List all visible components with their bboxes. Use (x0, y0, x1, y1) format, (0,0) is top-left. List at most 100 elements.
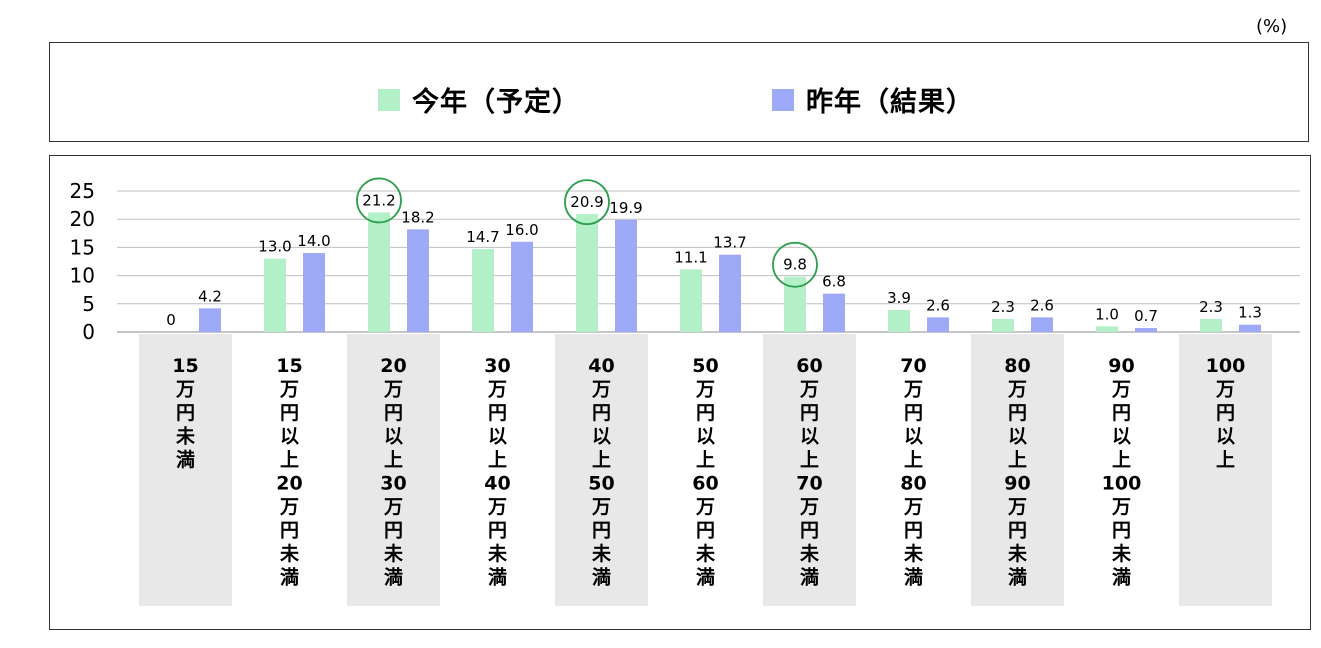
legend-swatch-last-year (772, 88, 794, 111)
category-label: 円 (384, 520, 403, 542)
legend-swatch-this-year (378, 88, 400, 111)
category-label: 円 (488, 402, 507, 424)
data-label: 2.3 (1199, 298, 1223, 316)
category-label: 以 (1112, 426, 1131, 448)
data-label: 0.7 (1134, 307, 1158, 325)
data-label: 18.2 (401, 208, 434, 226)
legend-item-last-year: 昨年（結果） (772, 80, 974, 119)
chart-area: 0 5 10 15 20 25 0 13.0 21.2 14.7 20.9 11.1 9.8 3.9 2.3… (49, 155, 1311, 630)
data-label: 2.6 (926, 296, 950, 314)
bar-last-year (199, 308, 221, 332)
category-label: 未 (279, 542, 299, 565)
data-label: 2.3 (991, 298, 1015, 316)
category-label: 円 (696, 520, 715, 542)
category-label: 20 (380, 355, 406, 377)
category-label: 万 (903, 379, 923, 401)
category-label: 30 (484, 355, 510, 377)
category-label: 90 (1004, 473, 1030, 495)
category-label: 50 (588, 473, 614, 495)
category-label: 円 (592, 520, 611, 542)
category-label: 円 (1008, 402, 1027, 424)
category-band (555, 334, 648, 606)
category-label: 50 (692, 355, 718, 377)
bar-last-year (1135, 328, 1157, 332)
bar-last-year (1239, 324, 1261, 332)
category-label: 40 (588, 355, 614, 377)
category-label: 円 (280, 402, 299, 424)
data-label: 14.7 (466, 228, 499, 246)
category-label: 以 (592, 426, 611, 448)
bar-last-year (303, 253, 325, 332)
category-label: 満 (800, 567, 819, 589)
category-label: 上 (1216, 449, 1235, 471)
category-label: 万 (591, 496, 611, 518)
legend-label-this-year: 今年（予定） (412, 87, 580, 118)
category-label: 万 (695, 379, 715, 401)
data-label: 21.2 (362, 191, 395, 209)
highlight-circle (772, 241, 818, 288)
category-label: 万 (1215, 379, 1235, 401)
category-label: 上 (1008, 449, 1027, 471)
data-label: 14.0 (297, 232, 330, 250)
category-label: 100 (1206, 355, 1246, 377)
category-band (971, 334, 1064, 606)
data-label: 2.6 (1030, 296, 1054, 314)
category-label: 15 (172, 355, 198, 377)
category-label: 万 (799, 496, 819, 518)
category-label: 万 (903, 496, 923, 518)
category-band (139, 334, 232, 606)
category-label: 未 (591, 542, 611, 565)
category-label: 円 (1112, 520, 1131, 542)
category-label: 円 (176, 402, 195, 424)
category-label: 未 (487, 542, 507, 565)
bar-last-year (407, 229, 429, 332)
bar-this-year (1096, 326, 1118, 332)
category-label: 70 (796, 473, 822, 495)
category-label: 万 (799, 379, 819, 401)
bar-this-year (264, 258, 286, 332)
data-label: 1.0 (1095, 305, 1119, 323)
category-label: 円 (280, 520, 299, 542)
category-label: 30 (380, 473, 406, 495)
bar-last-year (511, 241, 533, 332)
category-label: 万 (1007, 496, 1027, 518)
category-label: 満 (904, 567, 923, 589)
bar-last-year (719, 254, 741, 332)
category-label: 60 (796, 355, 822, 377)
category-label: 40 (484, 473, 510, 495)
category-label: 上 (800, 449, 819, 471)
category-label: 万 (383, 496, 403, 518)
category-label: 満 (1008, 567, 1027, 589)
category-label: 円 (488, 520, 507, 542)
category-label: 以 (800, 426, 819, 448)
bar-chart: 0 5 10 15 20 25 0 13.0 21.2 14.7 20.9 11.1 9.8 3.9 2.3… (70, 177, 1300, 606)
category-label: 90 (1108, 355, 1134, 377)
category-label: 満 (176, 449, 195, 471)
highlight-circle (356, 177, 402, 224)
category-label: 上 (384, 449, 403, 471)
category-band (763, 334, 856, 606)
legend: 今年（予定） 昨年（結果） (49, 42, 1309, 142)
bar-this-year (680, 269, 702, 332)
bar-this-year (992, 319, 1014, 332)
category-label: 以 (1008, 426, 1027, 448)
highlight-circle (564, 179, 610, 226)
data-label: 13.0 (258, 238, 291, 256)
data-label: 13.7 (713, 234, 746, 252)
category-label: 未 (799, 542, 819, 565)
category-label: 上 (488, 449, 507, 471)
data-label: 20.9 (570, 193, 603, 211)
category-label: 15 (276, 355, 302, 377)
category-label: 未 (903, 542, 923, 565)
bar-this-year (1200, 319, 1222, 332)
category-label: 円 (904, 520, 923, 542)
category-label: 上 (904, 449, 923, 471)
category-label: 以 (384, 426, 403, 448)
category-label: 万 (279, 379, 299, 401)
category-label: 70 (900, 355, 926, 377)
bar-this-year (784, 276, 806, 332)
data-label: 3.9 (887, 289, 911, 307)
category-label: 円 (1008, 520, 1027, 542)
category-label: 上 (696, 449, 715, 471)
category-label: 80 (1004, 355, 1030, 377)
